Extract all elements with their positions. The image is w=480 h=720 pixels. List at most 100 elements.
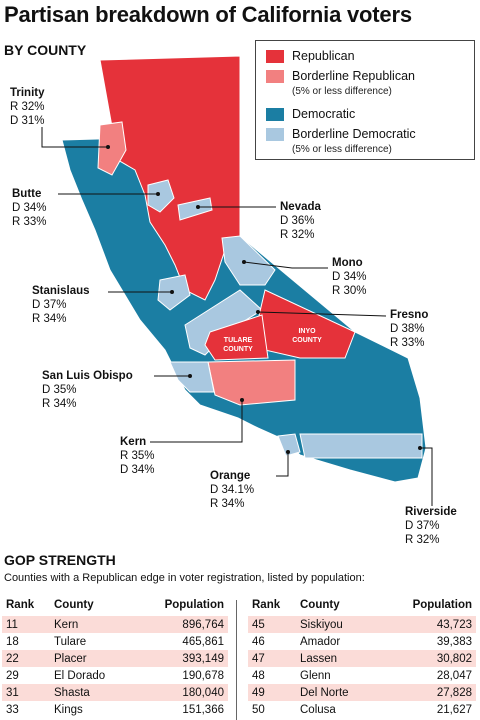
callout-butte-line1: D 34% <box>12 202 47 214</box>
callout-butte-name: Butte <box>12 188 42 200</box>
legend-note-borderline-democratic: (5% or less difference) <box>292 144 392 155</box>
callout-riverside-name: Riverside <box>405 506 457 518</box>
callout-mono-line2: R 30% <box>332 285 367 297</box>
cell-rank: 31 <box>2 684 50 701</box>
cell-population: 393,149 <box>133 650 228 667</box>
cell-county: El Dorado <box>54 669 106 682</box>
inyo-map-label-2: COUNTY <box>292 337 322 344</box>
table-row: 18 Tulare 465,861 <box>2 633 228 650</box>
page-title: Partisan breakdown of California voters <box>4 2 412 27</box>
header-population: Population <box>412 599 472 611</box>
callout-slo-line1: D 35% <box>42 384 77 396</box>
callout-riverside: Riverside D 37% R 32% <box>405 505 457 547</box>
marker-nevada <box>196 205 200 209</box>
callout-stanislaus: Stanislaus D 37% R 34% <box>32 284 90 326</box>
callout-kern: Kern R 35% D 34% <box>120 435 155 477</box>
california-map: TULARE COUNTY INYO COUNTY <box>41 55 433 506</box>
legend-label-democratic: Democratic <box>292 107 356 121</box>
cell-rank: 48 <box>252 669 265 682</box>
leader-kern <box>150 400 243 443</box>
county-butte <box>147 179 175 213</box>
cell-population: 190,678 <box>182 669 224 682</box>
callout-mono: Mono D 34% R 30% <box>332 256 367 298</box>
marker-butte <box>156 192 160 196</box>
cell-population: 896,764 <box>133 616 228 633</box>
table-header-row: Rank County Population <box>248 594 476 616</box>
legend-item-democratic: Democratic <box>266 107 355 121</box>
callout-nevada-name: Nevada <box>280 201 321 213</box>
leader-orange <box>276 452 289 477</box>
leader-fresno <box>257 311 387 317</box>
cell-rank: 47 <box>248 650 296 667</box>
gop-table-left: Rank County Population 11 Kern 896,764 18 T… <box>2 594 228 718</box>
legend-swatch-borderline-republican <box>266 70 284 83</box>
callout-slo-name: San Luis Obispo <box>42 370 133 382</box>
map-legend: Republican Borderline Republican (5% or … <box>255 40 475 160</box>
callout-fresno-line1: D 38% <box>390 323 425 335</box>
cell-county: Siskiyou <box>296 616 379 633</box>
table-row: 11 Kern 896,764 <box>2 616 228 633</box>
legend-swatch-republican <box>266 50 284 63</box>
callout-kern-line1: R 35% <box>120 450 155 462</box>
table-row: 48 Glenn 28,047 <box>248 667 476 684</box>
cell-rank: 11 <box>2 616 50 633</box>
table-row: 46 Amador 39,383 <box>248 633 476 650</box>
legend-label-borderline-democratic: Borderline Democratic <box>292 127 416 141</box>
callout-fresno-line2: R 33% <box>390 337 425 349</box>
cell-county: Kings <box>54 703 83 716</box>
leader-trinity <box>41 127 108 148</box>
cell-rank: 33 <box>6 703 19 716</box>
marker-orange <box>286 450 290 454</box>
county-stanislaus <box>157 274 191 311</box>
callout-trinity-name: Trinity <box>10 87 45 99</box>
county-nevada <box>177 197 213 221</box>
callout-butte: Butte D 34% R 33% <box>12 187 47 229</box>
cell-rank: 18 <box>6 635 19 648</box>
callout-kern-name: Kern <box>120 436 147 448</box>
callout-orange-name: Orange <box>210 470 251 482</box>
gop-table-right: Rank County Population 45 Siskiyou 43,723 … <box>248 594 476 718</box>
cell-population: 180,040 <box>133 684 228 701</box>
table-row: 22 Placer 393,149 <box>2 650 228 667</box>
callout-trinity-line1: R 32% <box>10 101 45 113</box>
cell-population: 43,723 <box>378 616 476 633</box>
tulare-map-label-1: TULARE <box>224 337 253 344</box>
callout-nevada-line2: R 32% <box>280 229 315 241</box>
legend-item-borderline-democratic: Borderline Democratic (5% or less differ… <box>266 127 416 157</box>
table-row: 47 Lassen 30,802 <box>248 650 476 667</box>
header-rank: Rank <box>252 599 281 611</box>
callout-nevada-line1: D 36% <box>280 215 315 227</box>
cell-rank: 29 <box>6 669 19 682</box>
marker-fresno <box>256 310 260 314</box>
by-county-heading: BY COUNTY <box>4 42 87 58</box>
table-column-divider <box>236 600 237 720</box>
gop-strength-subtitle: Counties with a Republican edge in voter… <box>4 572 365 584</box>
county-riverside <box>299 433 423 459</box>
legend-item-republican: Republican <box>266 49 355 63</box>
header-rank: Rank <box>6 599 35 611</box>
legend-label-republican: Republican <box>292 49 355 63</box>
table-row: 29 El Dorado 190,678 <box>2 667 228 684</box>
table-row: 50 Colusa 21,627 <box>248 701 476 718</box>
cell-rank: 46 <box>252 635 265 648</box>
cell-population: 21,627 <box>436 703 472 716</box>
callout-trinity: Trinity R 32% D 31% <box>10 86 45 128</box>
callout-orange-line1: D 34.1% <box>210 484 255 496</box>
county-trinity <box>97 121 127 176</box>
callout-riverside-line2: R 32% <box>405 534 440 546</box>
callout-nevada: Nevada D 36% R 32% <box>280 200 321 242</box>
callout-stanislaus-name: Stanislaus <box>32 285 90 297</box>
marker-stanislaus <box>170 290 174 294</box>
callout-orange-line2: R 34% <box>210 498 245 510</box>
cell-county: Del Norte <box>296 684 379 701</box>
cell-population: 28,047 <box>436 669 472 682</box>
callout-mono-name: Mono <box>332 257 363 269</box>
callout-slo-line2: R 34% <box>42 398 77 410</box>
header-county: County <box>300 599 340 611</box>
county-tulare <box>204 314 269 361</box>
legend-note-borderline-republican: (5% or less difference) <box>292 86 392 97</box>
header-county: County <box>54 599 94 611</box>
marker-kern <box>240 398 244 402</box>
county-san-luis-obispo <box>169 361 215 393</box>
cell-population: 27,828 <box>378 684 476 701</box>
